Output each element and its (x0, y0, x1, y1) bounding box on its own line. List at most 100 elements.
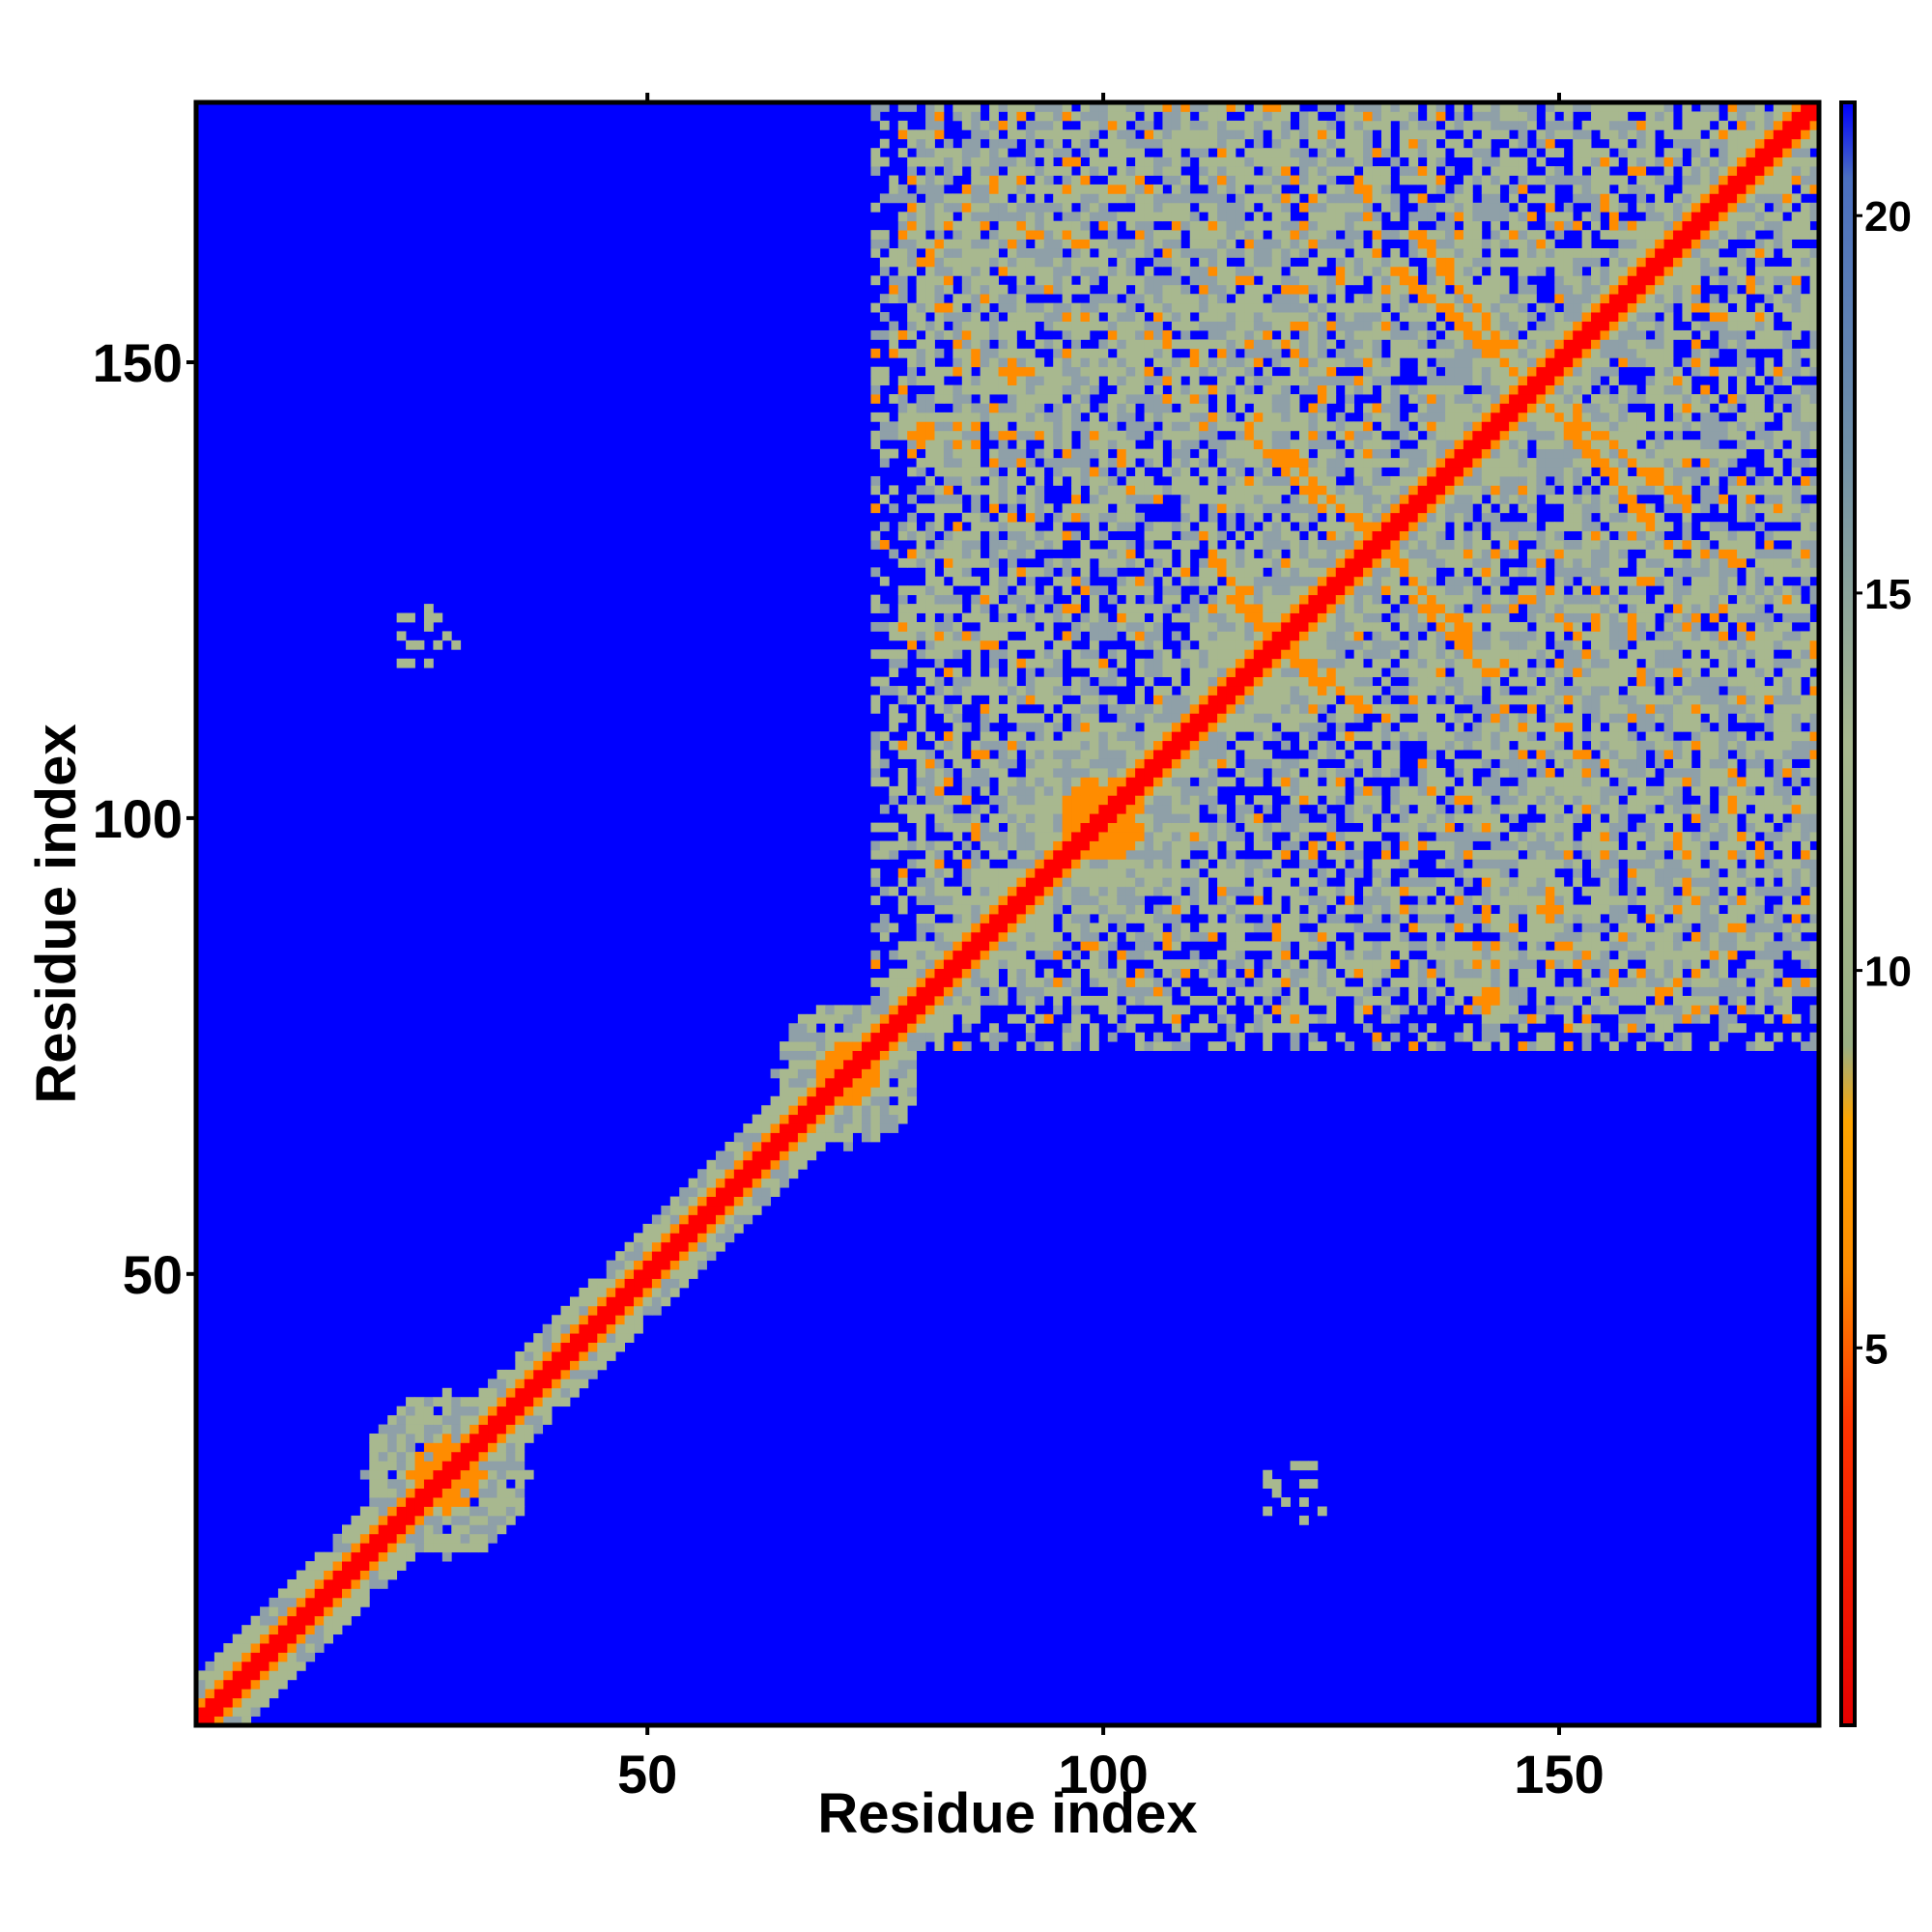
heatmap-cell (1199, 458, 1209, 468)
heatmap-cell (552, 1315, 561, 1325)
heatmap-cell (1016, 220, 1027, 231)
heatmap-cell (1162, 129, 1173, 140)
heatmap-cell (524, 1406, 534, 1416)
heatmap-cell (870, 1060, 881, 1069)
heatmap-cell (961, 257, 972, 268)
heatmap-cell (1244, 713, 1255, 724)
heatmap-cell (1281, 840, 1291, 851)
heatmap-cell (916, 758, 926, 769)
heatmap-cell (1025, 348, 1036, 358)
heatmap-cell (943, 767, 953, 778)
heatmap-cell (1107, 403, 1118, 413)
heatmap-cell (706, 1251, 717, 1262)
heatmap-cell (1016, 822, 1027, 833)
heatmap-cell (1281, 931, 1291, 942)
heatmap-cell (1180, 467, 1191, 477)
heatmap-cell (1308, 904, 1319, 915)
heatmap-cell (1171, 722, 1181, 732)
heatmap-cell (1153, 239, 1163, 249)
heatmap-cell (1217, 822, 1227, 833)
heatmap-cell (1235, 941, 1245, 952)
heatmap-cell (1308, 995, 1319, 1006)
heatmap-cell (1144, 394, 1154, 404)
heatmap-cell (378, 1524, 388, 1535)
heatmap-cell (1153, 494, 1163, 504)
heatmap-cell (971, 895, 981, 905)
heatmap-cell (1117, 1005, 1127, 1015)
heatmap-cell (1299, 430, 1309, 440)
heatmap-cell (1263, 877, 1273, 888)
heatmap-cell (1226, 576, 1236, 586)
heatmap-cell (1253, 302, 1264, 313)
heatmap-cell (1135, 968, 1145, 979)
heatmap-cell (1153, 1041, 1163, 1051)
heatmap-cell (1144, 931, 1154, 942)
heatmap-cell (1008, 904, 1017, 915)
heatmap-cell (980, 1032, 990, 1042)
heatmap-cell (752, 1132, 762, 1143)
heatmap-cell (1299, 156, 1309, 167)
heatmap-cell (834, 1123, 844, 1133)
heatmap-cell (961, 549, 972, 559)
heatmap-cell (1208, 968, 1218, 979)
heatmap-cell (1117, 321, 1127, 331)
heatmap-cell (1217, 312, 1227, 322)
heatmap-cell (1281, 631, 1291, 641)
heatmap-cell (451, 1488, 462, 1498)
heatmap-cell (1117, 904, 1127, 915)
heatmap-cell (925, 649, 935, 660)
heatmap-cell (1062, 576, 1072, 586)
heatmap-cell (1107, 895, 1118, 905)
heatmap-cell (989, 111, 999, 122)
heatmap-cell (971, 212, 981, 222)
heatmap-cell (934, 1013, 945, 1024)
heatmap-cell (752, 1123, 762, 1133)
heatmap-cell (1153, 557, 1163, 568)
heatmap-cell (1008, 111, 1017, 122)
heatmap-cell (232, 1634, 242, 1644)
heatmap-cell (1171, 275, 1181, 286)
heatmap-cell (989, 102, 999, 112)
heatmap-cell (1008, 339, 1017, 350)
heatmap-cell (1235, 639, 1245, 650)
heatmap-cell (1317, 458, 1327, 468)
heatmap-cell (1125, 257, 1136, 268)
heatmap-cell (1189, 867, 1200, 878)
heatmap-cell (1153, 621, 1163, 632)
heatmap-cell (780, 1151, 789, 1161)
heatmap-cell (378, 1543, 388, 1553)
heatmap-cell (770, 1095, 781, 1106)
heatmap-cell (314, 1597, 325, 1607)
heatmap-cell (1080, 557, 1091, 568)
heatmap-cell (1016, 230, 1027, 240)
heatmap-cell (1308, 567, 1319, 578)
heatmap-cell (1098, 138, 1109, 149)
heatmap-cell (1281, 540, 1291, 550)
heatmap-cell (1080, 129, 1091, 140)
heatmap-cell (1071, 978, 1081, 987)
heatmap-cell (1080, 184, 1091, 194)
heatmap-cell (1089, 312, 1099, 322)
heatmap-cell (925, 440, 935, 450)
heatmap-cell (1135, 485, 1145, 496)
heatmap-cell (998, 448, 1009, 459)
heatmap-cell (378, 1561, 388, 1571)
heatmap-cell (679, 1269, 690, 1279)
heatmap-cell (879, 649, 890, 660)
heatmap-cell (961, 448, 972, 459)
heatmap-cell (1153, 412, 1163, 422)
heatmap-cell (1098, 668, 1109, 678)
heatmap-cell (843, 1032, 853, 1042)
heatmap-cell (1208, 321, 1218, 331)
heatmap-cell (497, 1424, 507, 1435)
heatmap-cell (943, 731, 953, 742)
heatmap-cell (587, 1342, 598, 1352)
heatmap-cell (916, 257, 926, 268)
heatmap-cell (1153, 312, 1163, 322)
heatmap-cell (1016, 202, 1027, 213)
heatmap-cell (998, 795, 1009, 806)
heatmap-cell (934, 886, 945, 896)
heatmap-cell (1053, 339, 1064, 350)
heatmap-cell (433, 1415, 443, 1425)
heatmap-cell (1253, 512, 1264, 523)
